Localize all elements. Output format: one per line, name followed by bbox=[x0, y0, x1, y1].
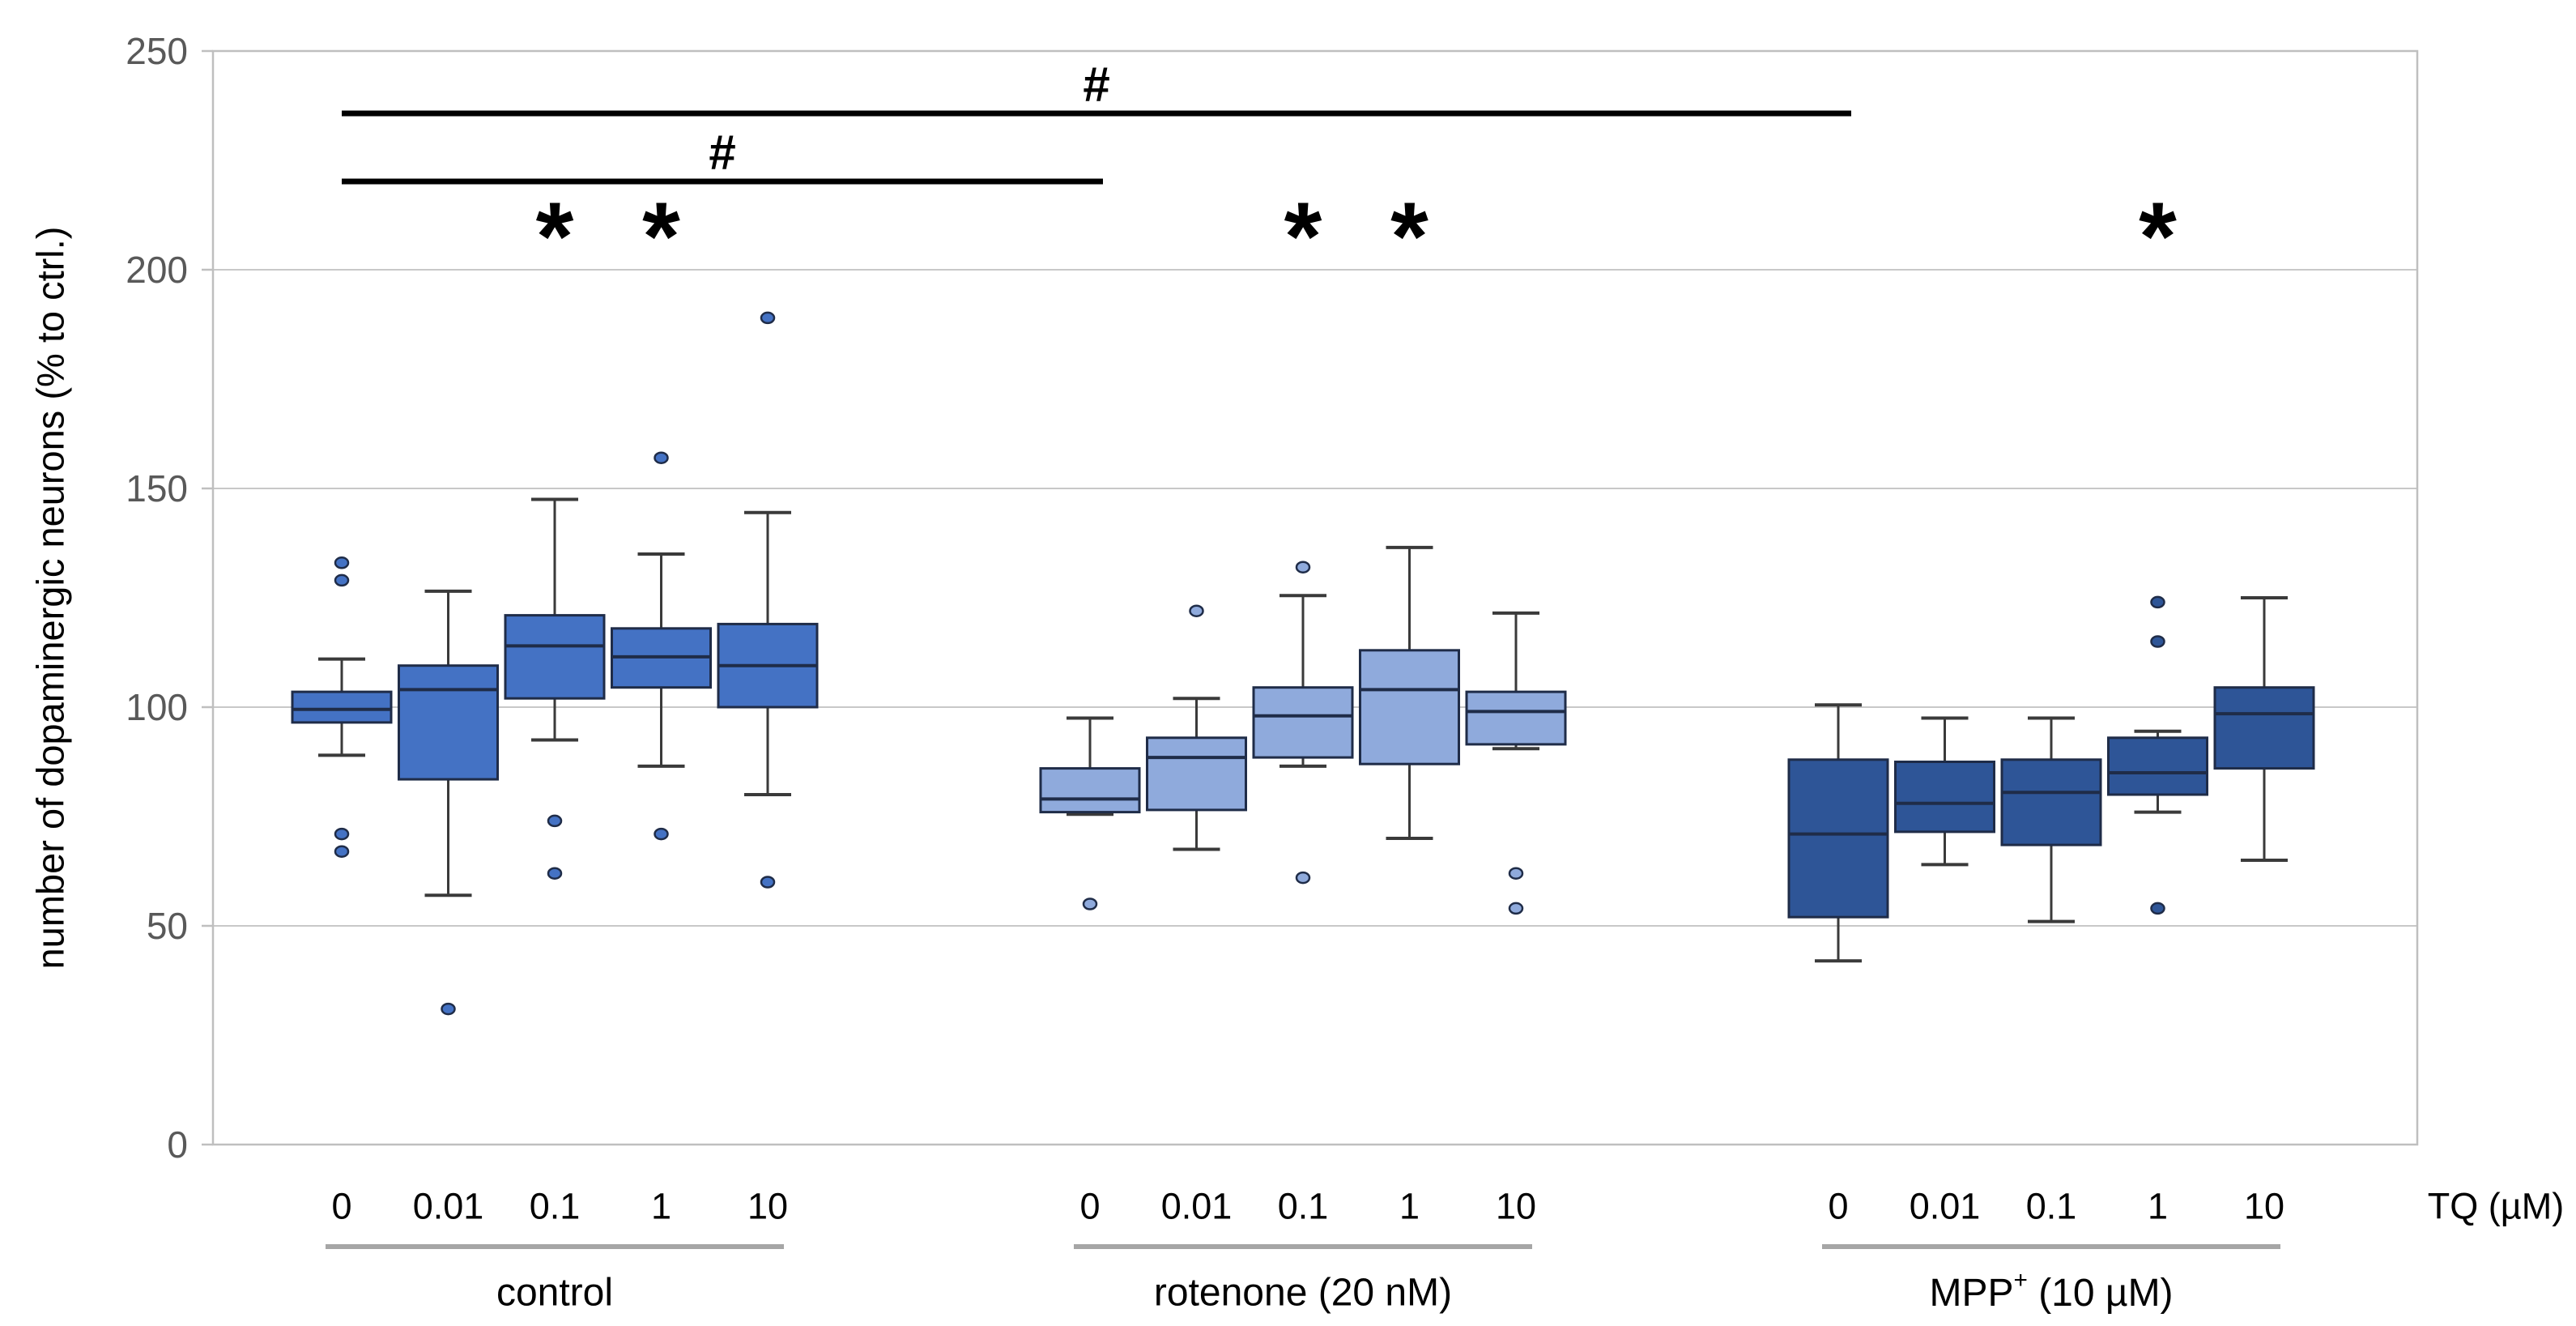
y-axis-title: number of dopaminergic neurons (% to ctr… bbox=[29, 227, 72, 970]
outlier-dot bbox=[334, 573, 350, 587]
outlier-dot bbox=[1082, 898, 1098, 910]
box-g0-tq0.1 bbox=[504, 497, 606, 880]
box-g0-tq10 bbox=[717, 311, 819, 889]
outlier-dot bbox=[2150, 902, 2165, 915]
group-label: control bbox=[496, 1272, 613, 1315]
box-g2-tq0 bbox=[1787, 703, 1889, 963]
y-tick-label: 50 bbox=[147, 905, 188, 947]
iqr-box bbox=[398, 664, 499, 781]
outlier-dot bbox=[2150, 635, 2165, 648]
significance-star: * bbox=[642, 182, 680, 291]
tq-tick-label: 10 bbox=[2244, 1186, 2284, 1227]
group-label: MPP+ (10 µM) bbox=[1929, 1267, 2173, 1315]
gridlines: 0 50 100 150 200 250 bbox=[126, 30, 2417, 1166]
outlier-dot bbox=[1189, 604, 1204, 617]
outlier-dot bbox=[1508, 902, 1524, 915]
group-label: rotenone (20 nM) bbox=[1154, 1272, 1452, 1315]
tq-tick-label: 0 bbox=[331, 1186, 351, 1227]
outlier-dot bbox=[334, 827, 350, 841]
y-tick-label: 100 bbox=[126, 686, 188, 728]
tq-tick-label: 0.01 bbox=[413, 1186, 484, 1227]
tq-tick-label: 0.1 bbox=[1278, 1186, 1329, 1227]
outlier-dot bbox=[654, 451, 669, 464]
box-g0-tq1 bbox=[611, 451, 712, 841]
iqr-box bbox=[1894, 761, 1995, 834]
tq-tick-label: 0.1 bbox=[530, 1186, 581, 1227]
significance-hash: # bbox=[709, 126, 735, 180]
outlier-dot bbox=[760, 311, 776, 325]
tq-tick-label: 0 bbox=[1828, 1186, 1848, 1227]
tq-tick-label: 0 bbox=[1079, 1186, 1100, 1227]
box-g2-tq1 bbox=[2107, 595, 2208, 915]
tq-tick-label: 0.1 bbox=[2026, 1186, 2077, 1227]
tq-tick-label: 1 bbox=[2148, 1186, 2168, 1227]
iqr-box bbox=[1146, 736, 1247, 812]
iqr-box bbox=[1039, 767, 1141, 814]
significance-hash: # bbox=[1083, 58, 1109, 112]
box-g1-tq1 bbox=[1359, 545, 1460, 840]
tq-tick-label: 1 bbox=[651, 1186, 671, 1227]
x-axis-unit-label: TQ (µM) bbox=[2428, 1186, 2564, 1227]
tq-tick-label: 0.01 bbox=[1910, 1186, 1981, 1227]
tq-tick-label: 1 bbox=[1399, 1186, 1420, 1227]
tq-tick-label: 10 bbox=[1496, 1186, 1536, 1227]
tq-tick-label: 0.01 bbox=[1161, 1186, 1233, 1227]
significance-star: * bbox=[2139, 182, 2177, 291]
box-g0-tq0.01 bbox=[398, 589, 499, 1016]
box-g2-tq0.01 bbox=[1894, 716, 1995, 867]
box-g0-tq0 bbox=[291, 556, 393, 858]
iqr-box bbox=[1252, 686, 1354, 759]
group-rotenone-20-nm-: 0 0.01 * 0.1 * 1 10 rotenone (20 nM) bbox=[1039, 182, 1567, 1315]
box-g2-tq10 bbox=[2213, 596, 2315, 862]
significance-bar: # bbox=[342, 58, 1851, 117]
tq-tick-label: 10 bbox=[747, 1186, 788, 1227]
outlier-dot bbox=[547, 814, 563, 828]
outlier-dot bbox=[654, 827, 669, 841]
y-tick-label: 0 bbox=[167, 1123, 188, 1166]
outlier-dot bbox=[334, 845, 350, 858]
outlier-dot bbox=[547, 867, 563, 880]
outlier-dot bbox=[1295, 871, 1311, 885]
iqr-box bbox=[504, 614, 606, 700]
outlier-dot bbox=[1508, 867, 1524, 880]
iqr-box bbox=[2107, 736, 2208, 796]
outlier-dot bbox=[441, 1002, 456, 1016]
iqr-box bbox=[2000, 758, 2102, 846]
iqr-box bbox=[1787, 758, 1889, 919]
outlier-dot bbox=[2150, 595, 2165, 609]
significance-bar: # bbox=[342, 126, 1103, 185]
y-tick-label: 200 bbox=[126, 249, 188, 291]
significance-star: * bbox=[1284, 182, 1322, 291]
y-tick-label: 150 bbox=[126, 467, 188, 510]
iqr-box bbox=[1465, 690, 1567, 746]
box-g1-tq0.1 bbox=[1252, 561, 1354, 885]
group-control: 0 0.01 * 0.1 * 1 10 control bbox=[291, 182, 819, 1315]
outlier-dot bbox=[760, 876, 776, 889]
y-tick-label: 250 bbox=[126, 30, 188, 72]
box-g1-tq0.01 bbox=[1146, 604, 1247, 851]
outlier-dot bbox=[1295, 561, 1311, 573]
iqr-box bbox=[1359, 649, 1460, 765]
outlier-dot bbox=[334, 556, 350, 569]
plot-frame bbox=[211, 49, 2419, 1146]
box-g2-tq0.1 bbox=[2000, 716, 2102, 923]
significance-star: * bbox=[536, 182, 574, 291]
box-g1-tq0 bbox=[1039, 716, 1141, 910]
group-mpp-10-m-: 0 0.01 0.1 * 1 10 MPP+ (10 µM) bbox=[1787, 182, 2315, 1315]
iqr-box bbox=[2213, 686, 2315, 770]
significance-star: * bbox=[1390, 182, 1429, 291]
box-g1-tq10 bbox=[1465, 611, 1567, 915]
iqr-box bbox=[291, 690, 393, 724]
